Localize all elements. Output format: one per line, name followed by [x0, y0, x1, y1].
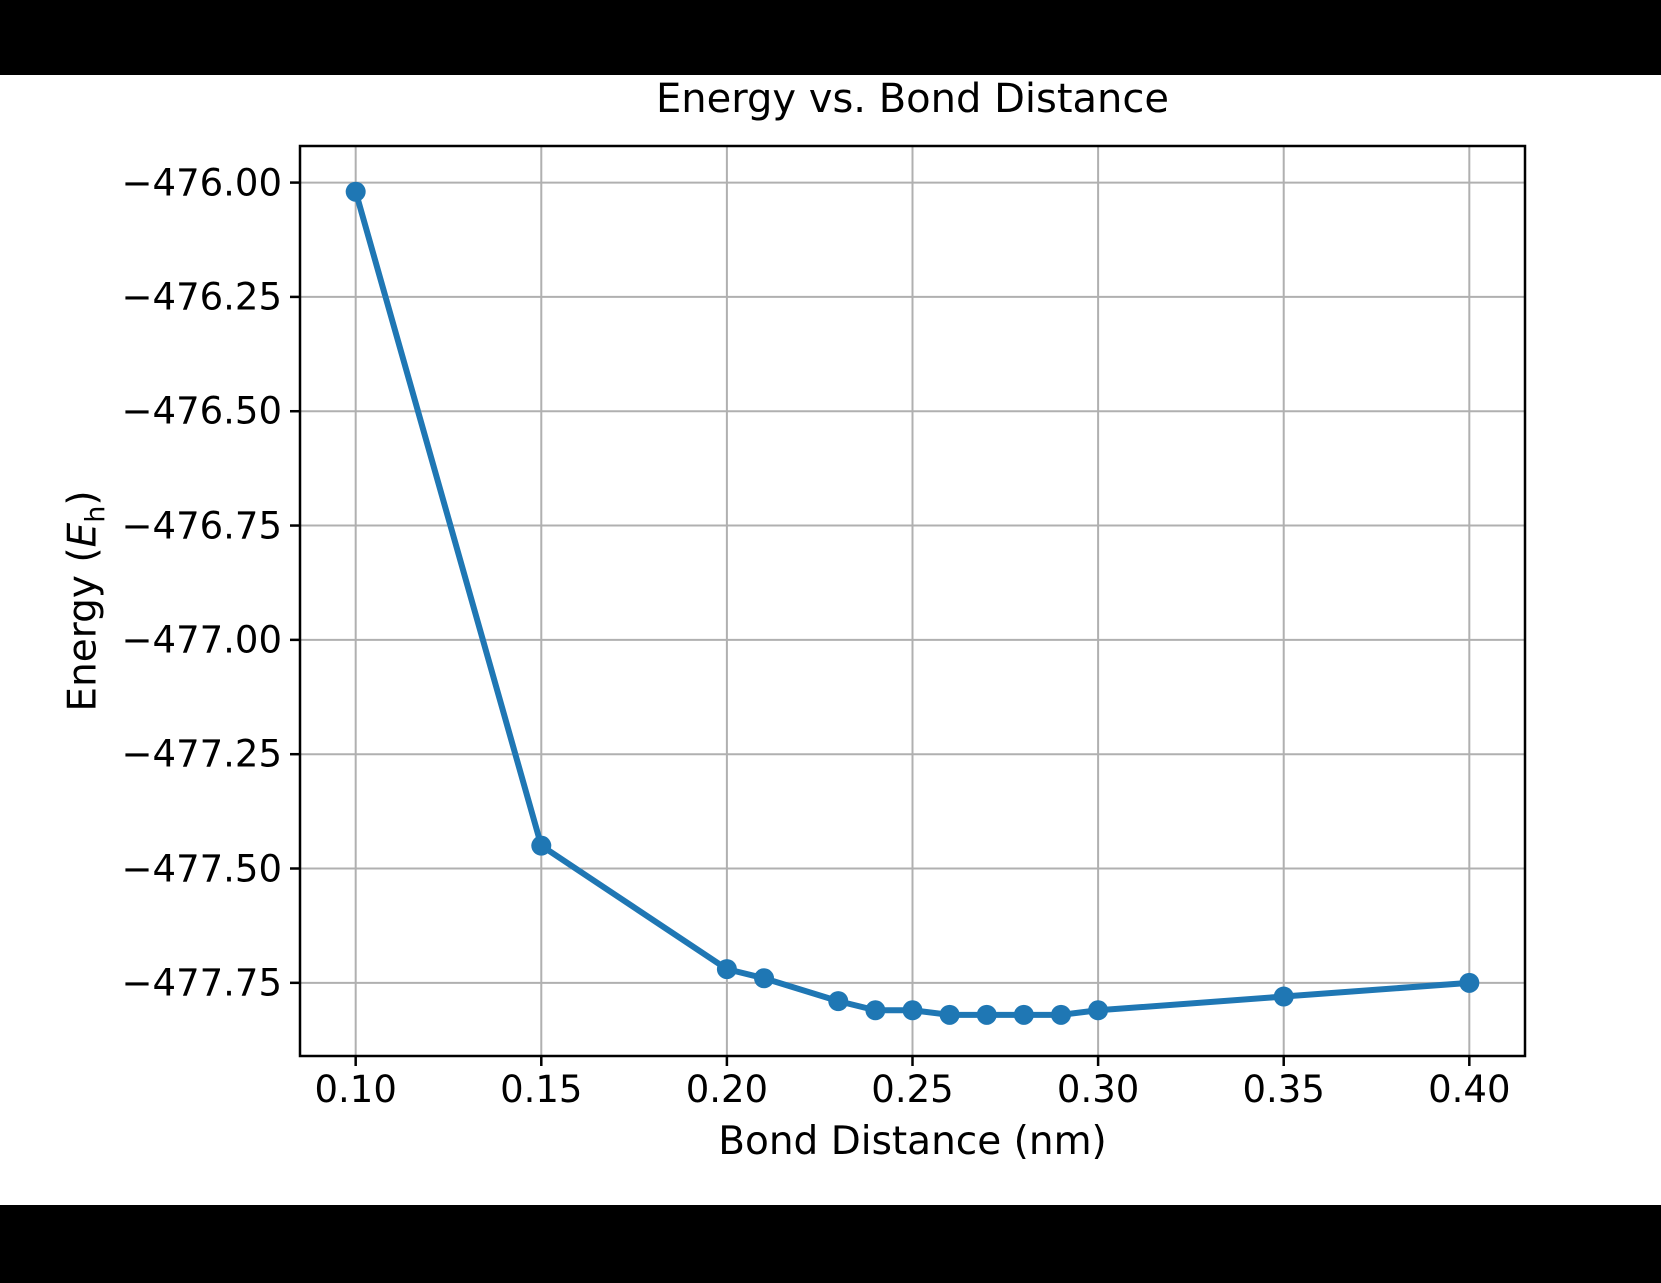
data-point-marker — [1273, 986, 1294, 1007]
y-tick-label: −476.50 — [121, 389, 282, 433]
y-tick-label: −477.75 — [121, 961, 282, 1005]
x-tick-label: 0.40 — [1428, 1068, 1511, 1111]
y-tick-label: −477.00 — [121, 618, 282, 662]
x-tick-label: 0.25 — [871, 1068, 954, 1111]
chart-title: Energy vs. Bond Distance — [656, 76, 1169, 122]
y-tick-label: −477.25 — [121, 732, 282, 776]
plot-canvas — [290, 144, 1527, 1066]
x-tick-label: 0.15 — [500, 1068, 583, 1111]
data-point-marker — [345, 181, 366, 202]
data-point-marker — [865, 1000, 886, 1021]
data-point-marker — [531, 835, 552, 856]
data-point-marker — [976, 1004, 997, 1025]
data-point-marker — [1459, 972, 1480, 993]
y-tick-label: −476.25 — [121, 275, 282, 319]
data-point-marker — [1013, 1004, 1034, 1025]
data-point-marker — [1088, 1000, 1109, 1021]
data-point-marker — [828, 991, 849, 1012]
data-point-marker — [1050, 1004, 1071, 1025]
data-point-marker — [939, 1004, 960, 1025]
matplotlib-figure: Energy vs. Bond Distance Bond Distance (… — [0, 75, 1661, 1205]
data-point-marker — [902, 1000, 923, 1021]
x-tick-label: 0.20 — [685, 1068, 769, 1111]
y-tick-label: −476.75 — [121, 504, 282, 548]
x-tick-label: 0.10 — [314, 1068, 397, 1111]
y-tick-label: −477.50 — [121, 847, 282, 890]
y-tick-label: −476.00 — [121, 161, 282, 205]
x-tick-label: 0.35 — [1242, 1068, 1325, 1111]
x-tick-label: 0.30 — [1056, 1068, 1140, 1111]
data-point-marker — [754, 968, 775, 989]
x-axis-label: Bond Distance (nm) — [718, 1119, 1107, 1164]
data-point-marker — [716, 959, 737, 980]
